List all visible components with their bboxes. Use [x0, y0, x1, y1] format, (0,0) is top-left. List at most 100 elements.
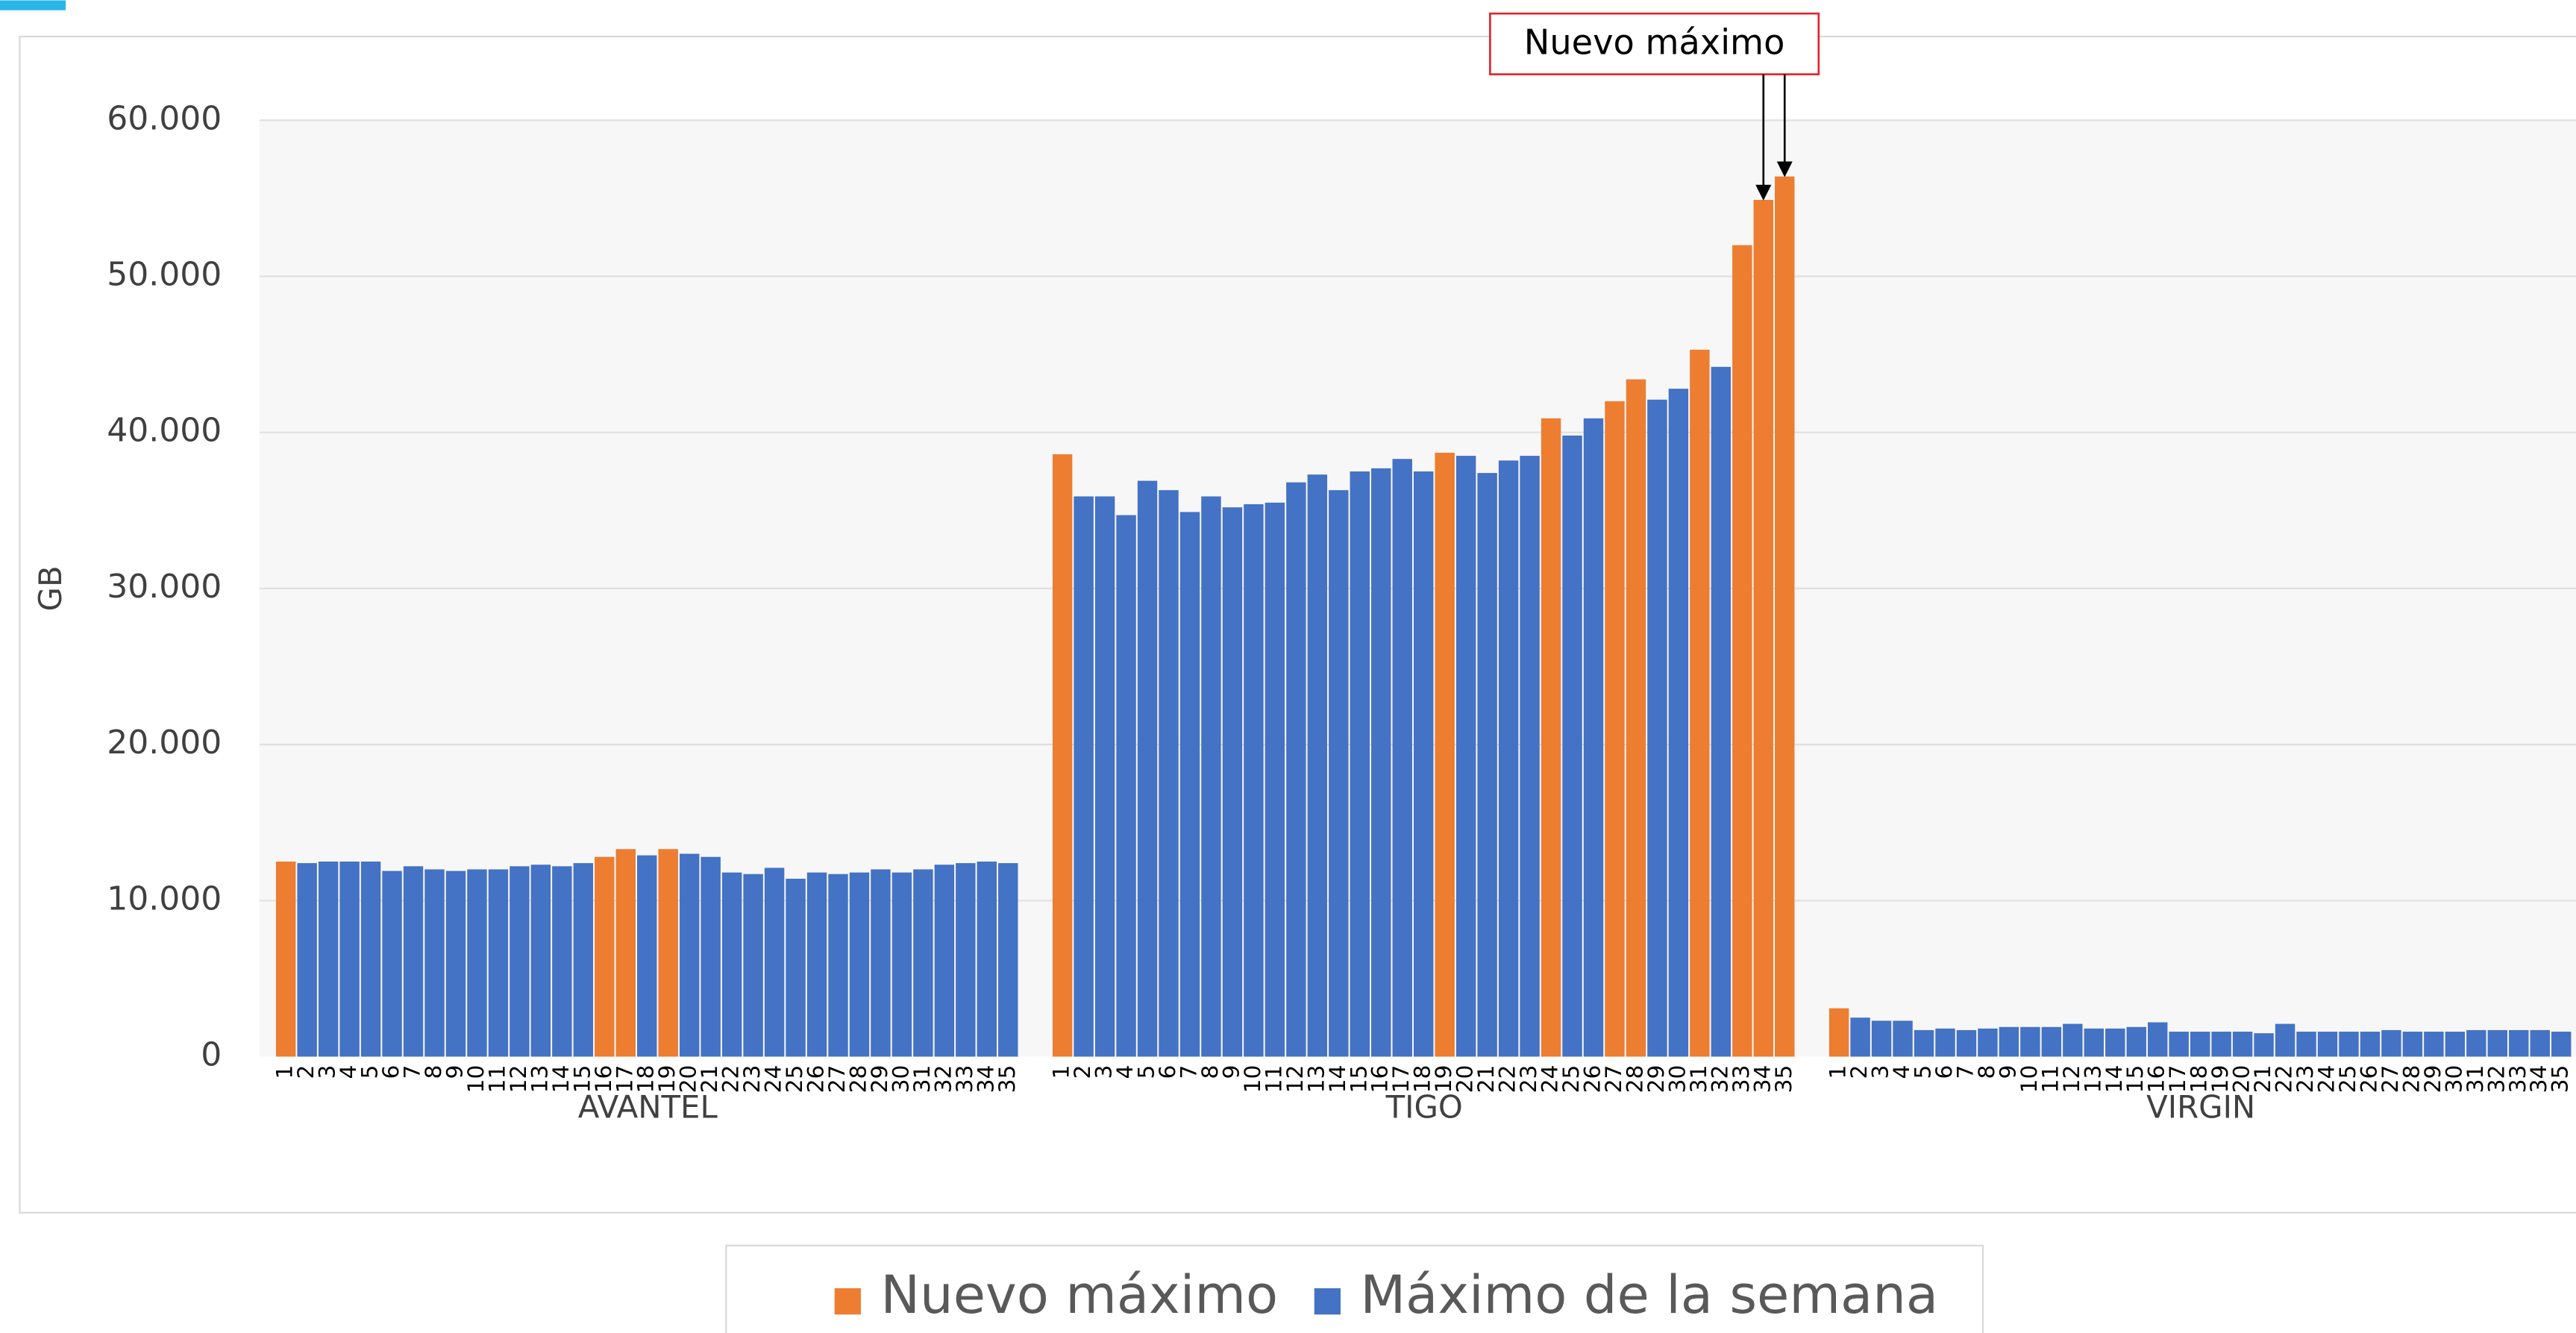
x-tick-label: 9	[1218, 1065, 1244, 1079]
bar	[1159, 490, 1179, 1057]
x-tick-label: 5	[1911, 1065, 1937, 1079]
bar	[2020, 1026, 2040, 1057]
bar	[2254, 1033, 2274, 1057]
x-tick-label: 4	[1889, 1065, 1915, 1079]
x-tick-label: 6	[378, 1065, 404, 1079]
bar	[1914, 1029, 1934, 1057]
x-tick-label: 32	[1707, 1065, 1733, 1094]
x-tick-label: 24	[1538, 1065, 1564, 1094]
bar	[1753, 199, 1773, 1057]
x-tick-label: 10	[2016, 1065, 2043, 1094]
x-tick-label: 35	[1771, 1065, 1797, 1094]
bar	[998, 863, 1018, 1057]
x-tick-label: 32	[930, 1065, 956, 1094]
x-tick-label: 2	[1070, 1065, 1096, 1079]
legend-swatch	[834, 1288, 861, 1315]
y-tick-label: 10.000	[107, 879, 222, 918]
x-tick-label: 30	[2441, 1065, 2467, 1094]
x-tick-label: 22	[1495, 1065, 1521, 1094]
x-tick-label: 10	[1240, 1065, 1266, 1094]
x-tick-label: 20	[676, 1065, 702, 1094]
bar	[2169, 1032, 2189, 1057]
bar	[1094, 496, 1115, 1057]
bar	[2360, 1032, 2381, 1057]
bar	[275, 862, 296, 1057]
group-label: TIGO	[1385, 1088, 1463, 1125]
x-tick-label: 23	[739, 1065, 765, 1094]
bar	[2402, 1032, 2423, 1057]
bar	[1732, 245, 1752, 1057]
bar	[424, 869, 445, 1057]
x-tick-label: 3	[315, 1065, 341, 1079]
bar	[1052, 454, 1073, 1057]
x-tick-label: 26	[2356, 1065, 2382, 1094]
x-tick-label: 24	[761, 1065, 787, 1094]
bar	[1350, 471, 1370, 1057]
bar	[658, 849, 678, 1057]
x-tick-label: 8	[421, 1065, 447, 1079]
bar	[1265, 502, 1285, 1057]
x-tick-label: 19	[654, 1065, 680, 1094]
x-tick-label: 16	[2144, 1065, 2170, 1094]
x-tick-label: 27	[2378, 1065, 2404, 1094]
x-tick-label: 35	[994, 1065, 1021, 1094]
bar	[2466, 1029, 2486, 1057]
bar	[913, 869, 933, 1057]
bar	[1498, 460, 1519, 1057]
bar	[1455, 456, 1476, 1057]
bar	[1828, 1008, 1849, 1057]
bar	[2339, 1032, 2359, 1057]
x-tick-label: 31	[1686, 1065, 1712, 1094]
bar	[2041, 1026, 2062, 1057]
bar	[382, 871, 402, 1057]
x-tick-label: 16	[591, 1065, 617, 1094]
x-tick-label: 29	[2420, 1065, 2446, 1094]
x-tick-label: 11	[2037, 1065, 2063, 1094]
x-tick-label: 17	[2165, 1065, 2191, 1094]
x-tick-label: 12	[1282, 1065, 1309, 1094]
x-tick-label: 8	[1197, 1065, 1223, 1079]
x-tick-label: 1	[272, 1065, 298, 1079]
x-tick-label: 21	[2250, 1065, 2276, 1094]
x-tick-label: 22	[718, 1065, 745, 1094]
x-tick-label: 13	[527, 1065, 553, 1094]
bar	[2063, 1023, 2083, 1057]
bar	[403, 866, 424, 1057]
x-tick-label: 21	[697, 1065, 723, 1094]
bar	[339, 862, 360, 1057]
bar	[615, 849, 636, 1057]
x-tick-label: 7	[400, 1065, 426, 1079]
bar	[637, 855, 657, 1057]
bar	[743, 873, 763, 1057]
bar	[977, 862, 997, 1057]
bar	[510, 866, 530, 1057]
legend-label: Nuevo máximo	[880, 1264, 1278, 1326]
bar	[1392, 459, 1412, 1057]
x-tick-label: 5	[1134, 1065, 1160, 1079]
x-tick-label: 31	[2463, 1065, 2489, 1094]
bar	[1371, 468, 1391, 1057]
x-tick-label: 24	[2314, 1065, 2340, 1094]
bar	[1583, 418, 1604, 1057]
x-tick-label: 33	[952, 1065, 978, 1094]
bar	[1307, 474, 1328, 1057]
x-tick-label: 18	[2187, 1065, 2213, 1094]
bar	[2445, 1032, 2466, 1057]
bar	[1647, 399, 1667, 1057]
x-tick-label: 7	[1952, 1065, 1978, 1079]
bar	[2148, 1022, 2168, 1057]
bar	[2126, 1026, 2146, 1057]
x-tick-label: 15	[569, 1065, 595, 1094]
bar	[764, 868, 785, 1057]
x-tick-label: 2	[293, 1065, 319, 1079]
x-tick-label: 12	[506, 1065, 532, 1094]
bar	[1562, 435, 1582, 1057]
bar	[1286, 482, 1306, 1057]
y-tick-label: 60.000	[107, 99, 222, 137]
x-tick-label: 30	[1664, 1065, 1690, 1094]
bar	[2381, 1029, 2401, 1057]
x-tick-label: 29	[867, 1065, 893, 1094]
bar	[679, 853, 700, 1057]
x-tick-label: 6	[1931, 1065, 1958, 1079]
